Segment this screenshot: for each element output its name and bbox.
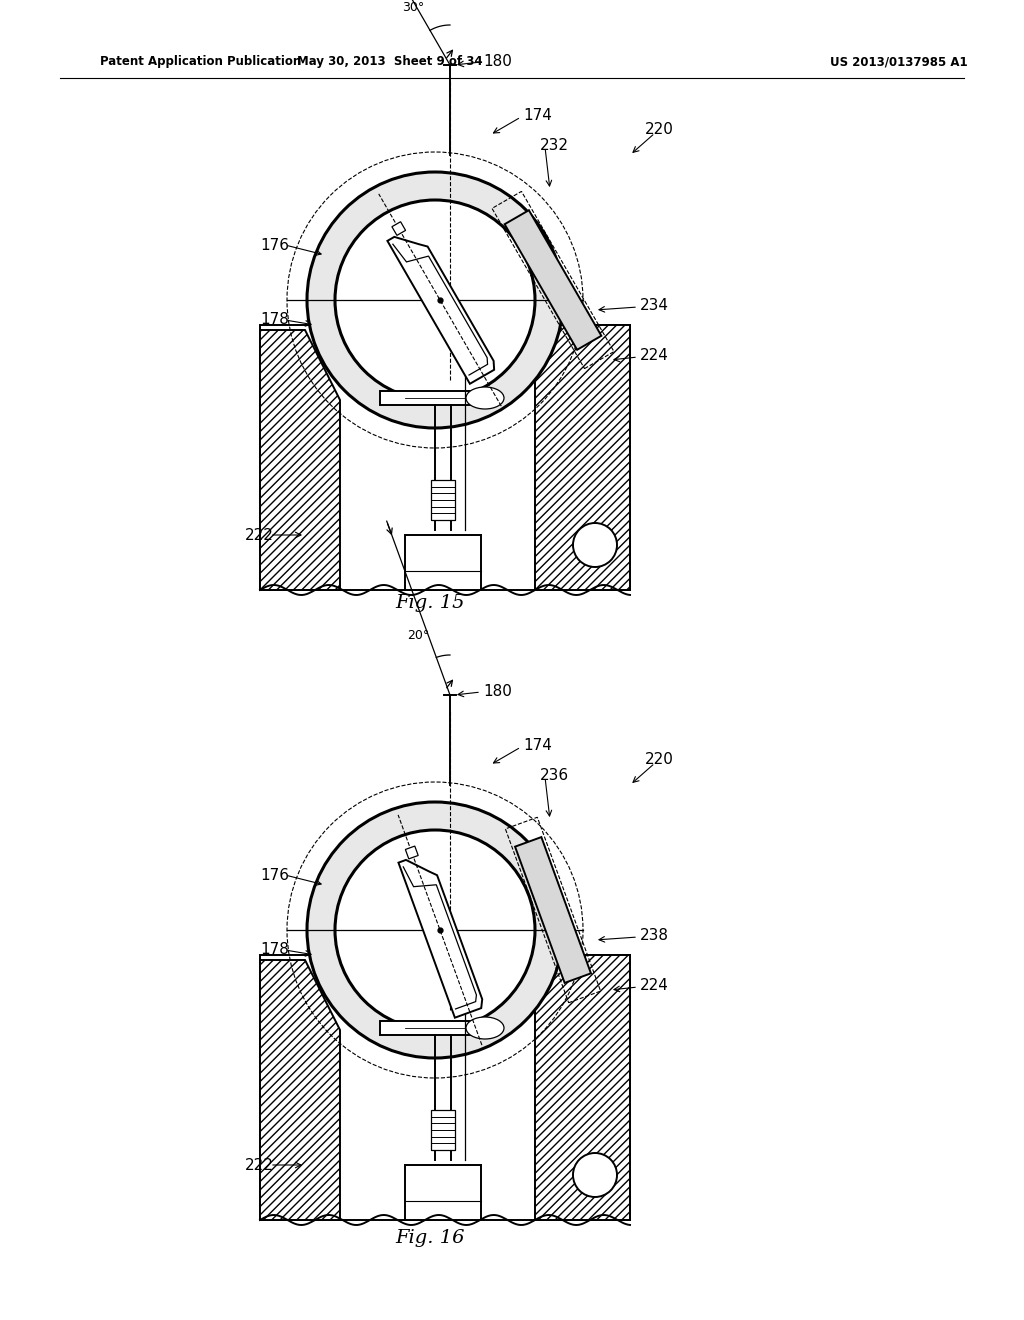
Text: 234: 234 bbox=[640, 297, 669, 313]
Text: 176: 176 bbox=[260, 867, 289, 883]
Circle shape bbox=[307, 172, 563, 428]
Text: 232: 232 bbox=[540, 137, 569, 153]
Text: 236: 236 bbox=[540, 767, 569, 783]
Text: 180: 180 bbox=[483, 54, 512, 70]
Bar bbox=[380, 391, 490, 405]
Bar bbox=[260, 954, 630, 1220]
Polygon shape bbox=[505, 210, 601, 350]
Text: 30°: 30° bbox=[402, 0, 425, 13]
Text: US 2013/0137985 A1: US 2013/0137985 A1 bbox=[830, 55, 968, 69]
Text: 222: 222 bbox=[245, 1158, 273, 1172]
Text: 224: 224 bbox=[640, 978, 669, 993]
Bar bbox=[431, 480, 455, 520]
Text: 222: 222 bbox=[245, 528, 273, 543]
Bar bbox=[406, 535, 481, 590]
Text: 174: 174 bbox=[523, 107, 552, 123]
Circle shape bbox=[573, 1152, 617, 1197]
Bar bbox=[535, 325, 630, 590]
Text: 20°: 20° bbox=[408, 630, 430, 643]
Bar bbox=[535, 325, 630, 590]
Text: 180: 180 bbox=[483, 685, 512, 700]
Text: Fig. 15: Fig. 15 bbox=[395, 594, 465, 612]
Polygon shape bbox=[260, 960, 340, 1220]
Polygon shape bbox=[387, 236, 495, 384]
Bar bbox=[535, 954, 630, 1220]
Text: Fig. 16: Fig. 16 bbox=[395, 1229, 465, 1247]
Text: 220: 220 bbox=[645, 123, 674, 137]
Bar bbox=[260, 325, 630, 590]
Polygon shape bbox=[515, 837, 591, 983]
Circle shape bbox=[573, 523, 617, 568]
Text: May 30, 2013  Sheet 9 of 34: May 30, 2013 Sheet 9 of 34 bbox=[297, 55, 482, 69]
Bar bbox=[380, 1020, 490, 1035]
Text: 220: 220 bbox=[645, 752, 674, 767]
Text: 178: 178 bbox=[260, 313, 289, 327]
Circle shape bbox=[307, 803, 563, 1059]
Polygon shape bbox=[398, 859, 482, 1018]
Text: 238: 238 bbox=[640, 928, 669, 942]
Text: Patent Application Publication: Patent Application Publication bbox=[100, 55, 301, 69]
Text: 176: 176 bbox=[260, 238, 289, 252]
Polygon shape bbox=[260, 330, 340, 590]
Bar bbox=[431, 1110, 455, 1150]
Ellipse shape bbox=[466, 1016, 504, 1039]
Bar bbox=[535, 954, 630, 1220]
Text: 174: 174 bbox=[523, 738, 552, 752]
Text: 178: 178 bbox=[260, 942, 289, 957]
Ellipse shape bbox=[466, 387, 504, 409]
Circle shape bbox=[335, 830, 535, 1030]
Polygon shape bbox=[392, 222, 406, 235]
Text: 224: 224 bbox=[640, 347, 669, 363]
Circle shape bbox=[335, 201, 535, 400]
Bar bbox=[406, 1166, 481, 1220]
Polygon shape bbox=[406, 846, 418, 859]
